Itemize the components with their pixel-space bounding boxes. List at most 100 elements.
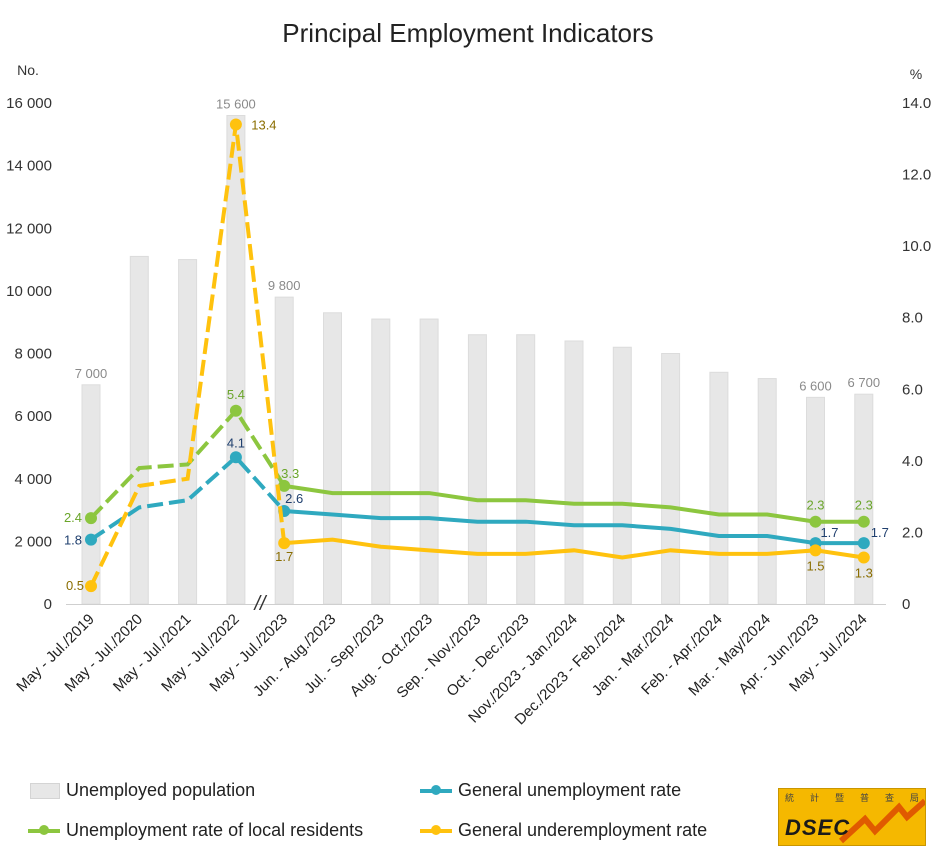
left-tick-label: 10 000	[6, 283, 52, 300]
right-tick-label: 4.0	[902, 453, 923, 470]
legend-local-residents: Unemployment rate of local residents	[28, 820, 363, 841]
point-data-label: 1.7	[275, 549, 293, 564]
series-point	[85, 580, 97, 593]
point-data-label: 5.4	[227, 387, 245, 402]
logo-characters: 統計暨普查局	[785, 791, 919, 804]
bar-series	[81, 115, 874, 605]
legend-label: General unemployment rate	[458, 780, 682, 800]
bar	[467, 334, 487, 605]
point-data-label: 2.6	[285, 491, 303, 506]
bar-data-label: 7 000	[75, 366, 108, 381]
bar	[516, 334, 536, 605]
series-line	[284, 537, 865, 560]
logo-character: 查	[884, 793, 894, 803]
series-point	[809, 544, 822, 557]
category-label: Mar. - May/2024	[685, 611, 774, 700]
point-data-label: 1.3	[855, 565, 873, 580]
left-tick-label: 4 000	[14, 471, 52, 488]
bar	[323, 312, 342, 605]
bar-data-label: 6 700	[848, 375, 881, 390]
line-series	[85, 118, 870, 593]
point-data-label: 3.3	[281, 466, 299, 481]
axis-break-mark: //	[252, 593, 268, 615]
right-tick-label: 0	[902, 596, 910, 613]
series-point	[229, 118, 242, 131]
left-tick-label: 16 000	[6, 95, 52, 112]
logo-character: 局	[909, 793, 919, 803]
point-data-label: 1.8	[64, 533, 82, 548]
logo-text: DSEC	[785, 815, 851, 840]
series-point	[85, 512, 97, 525]
right-axis-ticks: 0 2.0 4.0 6.0 8.0 10.0 12.0 14.0	[902, 95, 931, 613]
series-point	[809, 515, 822, 528]
series-line	[283, 483, 864, 524]
logo-character: 計	[809, 793, 819, 803]
right-tick-label: 8.0	[902, 310, 923, 327]
bar	[81, 384, 101, 605]
logo-character: 統	[785, 793, 795, 803]
logo-character: 普	[859, 793, 869, 803]
category-label: Jun. - Aug./2023	[250, 611, 339, 700]
bar-data-label: 15 600	[216, 97, 256, 112]
left-tick-label: 0	[44, 596, 52, 613]
point-data-label: 1.7	[820, 525, 838, 540]
point-data-label: 2.4	[64, 510, 82, 525]
point-data-label: 2.3	[806, 498, 824, 513]
series-point	[857, 551, 870, 564]
series-line-dashed	[89, 124, 287, 587]
legend-line-swatch	[420, 784, 452, 795]
category-label: Aug. - Oct./2023	[347, 611, 436, 700]
point-data-label: 0.5	[66, 578, 84, 593]
dsec-logo: 統 計 暨 普 查 局 DSEC	[778, 788, 926, 846]
bar-data-labels: 7 000 15 600 9 800 6 600 6 700	[75, 97, 880, 394]
series-point	[857, 515, 870, 528]
left-tick-label: 12 000	[6, 220, 52, 237]
series-point	[85, 533, 97, 546]
legend-label: Unemployed population	[66, 780, 256, 800]
logo-character: 暨	[834, 793, 844, 803]
series-point	[278, 479, 291, 492]
bar	[757, 378, 777, 605]
left-tick-label: 14 000	[6, 158, 52, 175]
series-line	[284, 508, 864, 546]
right-tick-label: 14.0	[902, 95, 931, 112]
bar	[419, 318, 439, 605]
legend-label: General underemployment rate	[458, 820, 708, 840]
right-tick-label: 6.0	[902, 381, 923, 398]
point-data-label: 4.1	[227, 435, 245, 450]
series-point	[229, 451, 242, 464]
bar-data-label: 9 800	[268, 278, 301, 293]
bar-data-label: 6 600	[799, 378, 832, 393]
bar	[371, 318, 391, 605]
category-label: Oct. - Dec./2023	[443, 611, 532, 700]
left-axis-ticks: 0 2 000 4 000 6 000 8 000 10 000 12 000 14 000 1…	[6, 95, 52, 613]
legend-line-swatch	[420, 824, 452, 835]
legend-line-swatch	[28, 824, 60, 835]
right-tick-label: 2.0	[902, 524, 923, 541]
logo-zigzag-icon	[838, 798, 925, 844]
bar	[661, 353, 681, 605]
right-tick-label: 10.0	[902, 238, 931, 255]
legend-underemployment: General underemployment rate	[420, 820, 707, 841]
chart-title: Principal Employment Indicators	[282, 18, 653, 48]
point-data-label: 1.5	[806, 558, 824, 573]
bar	[612, 346, 632, 605]
point-data-label: 1.7	[871, 525, 889, 540]
legend-general-unemployment: General unemployment rate	[420, 780, 681, 801]
bar	[129, 255, 149, 605]
bar	[564, 340, 584, 605]
series-line-dashed	[89, 407, 286, 520]
bar	[709, 371, 729, 605]
point-data-label: 13.4	[251, 117, 276, 132]
line-data-labels: 2.4 5.4 3.3 2.3 2.3 1.8 4.1 2.6 1.7 1.7 0.5 13.4 1.7…	[64, 117, 889, 593]
left-tick-label: 2 000	[14, 533, 52, 550]
legend-bar-swatch	[30, 782, 60, 799]
category-label: Jan. - Mar./2024	[589, 611, 678, 700]
right-tick-label: 12.0	[902, 167, 931, 184]
series-point	[857, 537, 870, 550]
left-axis-unit: No.	[17, 62, 39, 78]
series-point	[229, 404, 242, 417]
series-point	[278, 537, 291, 550]
